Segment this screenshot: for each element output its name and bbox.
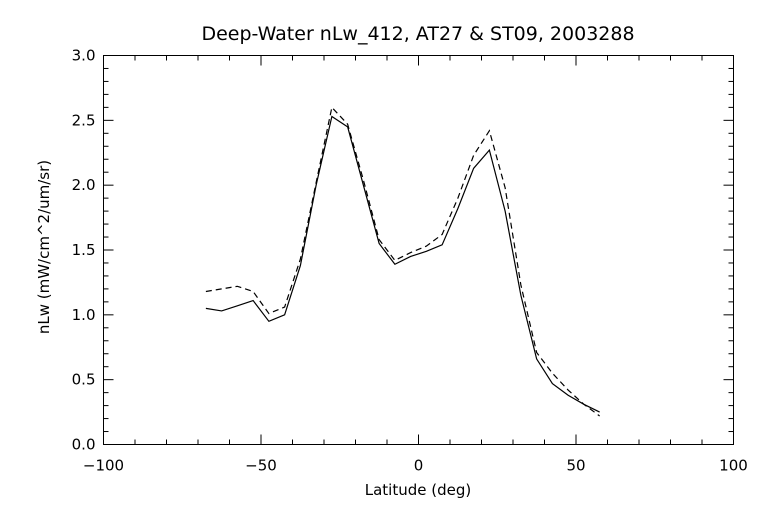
x-tick-label: 0 xyxy=(414,457,424,475)
series-line-solid xyxy=(205,115,600,413)
y-tick-label: 0.0 xyxy=(72,436,96,454)
series-line-dashed xyxy=(205,106,600,417)
y-tick-label: 1.0 xyxy=(72,306,96,324)
x-tick-label: 100 xyxy=(719,457,748,475)
y-tick-label: 1.5 xyxy=(72,241,96,259)
axis-tick-labels: −100 −50 0 50 100 0.0 0.5 1.0 1.5 2.0 2.5 3.0 xyxy=(72,47,748,475)
y-axis-label: nLw (mW/cm^2/um/sr) xyxy=(35,160,53,334)
chart-title: Deep-Water nLw_412, AT27 & ST09, 2003288 xyxy=(201,23,634,45)
x-axis-label: Latitude (deg) xyxy=(365,481,471,499)
x-tick-label: 50 xyxy=(566,457,585,475)
x-tick-label: −100 xyxy=(83,457,124,475)
x-tick-label: −50 xyxy=(245,457,277,475)
axis-ticks xyxy=(103,55,734,445)
y-tick-label: 2.5 xyxy=(72,111,96,129)
series-lines xyxy=(205,106,600,417)
y-tick-label: 2.0 xyxy=(72,176,96,194)
y-tick-label: 3.0 xyxy=(72,47,96,65)
y-tick-label: 0.5 xyxy=(72,371,96,389)
